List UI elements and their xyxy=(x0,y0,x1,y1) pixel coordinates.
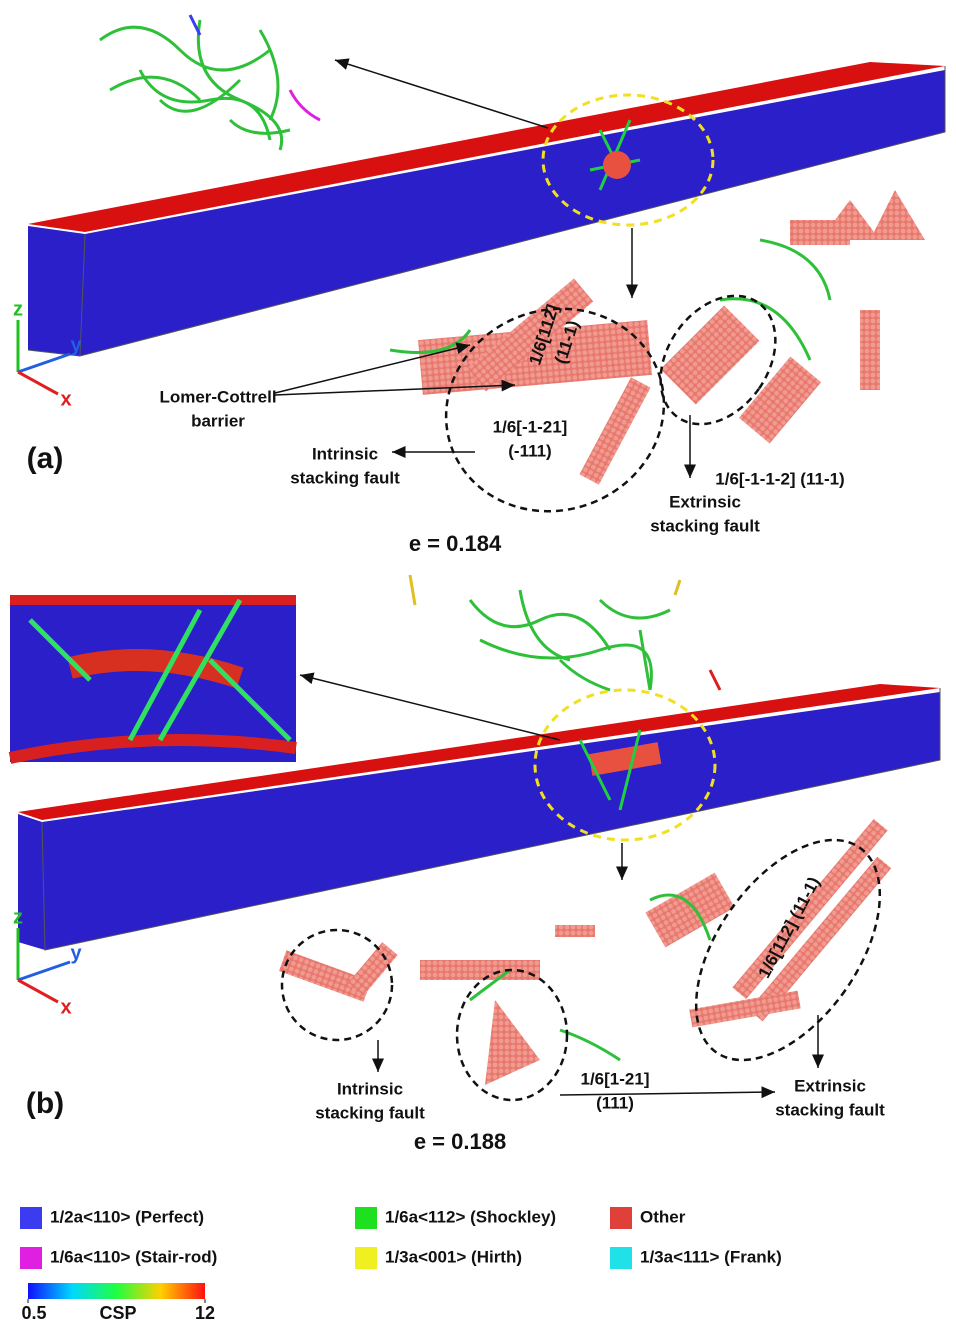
annotation-line: stacking fault xyxy=(650,516,760,535)
axis-arrow xyxy=(18,962,70,980)
colorbar xyxy=(28,1283,205,1299)
axis-label: z xyxy=(13,298,23,320)
annotation-line: (111) xyxy=(596,1093,634,1112)
annotation: 1/6[-1-21] (-111) xyxy=(493,417,568,460)
annotation-line: 1/6[1-21] xyxy=(581,1069,650,1088)
colorbar-label: CSP xyxy=(99,1303,136,1323)
legend-label: 1/6a<112> (Shockley) xyxy=(385,1207,556,1226)
legend-swatch xyxy=(20,1247,42,1269)
annotation: Extrinsic stacking fault xyxy=(650,492,760,535)
legend-label: 1/2a<110> (Perfect) xyxy=(50,1207,204,1226)
panel-label: (a) xyxy=(27,442,64,475)
annotation-line: 1/6[-1-1-2] (11-1) xyxy=(715,469,844,488)
annotation: Extrinsic stacking fault xyxy=(775,1076,885,1119)
axis-label: z xyxy=(13,906,23,928)
annotation-line: barrier xyxy=(191,411,245,430)
annotation-line: stacking fault xyxy=(315,1103,425,1122)
legend-swatch xyxy=(20,1207,42,1229)
legend-swatch xyxy=(355,1207,377,1229)
legend-swatch xyxy=(610,1247,632,1269)
axis-arrow xyxy=(18,980,58,1002)
colorbar-min: 0.5 xyxy=(21,1303,46,1323)
legend-label: Other xyxy=(640,1207,686,1226)
strain-label: e = 0.188 xyxy=(414,1129,506,1154)
legend-label: 1/3a<001> (Hirth) xyxy=(385,1247,522,1266)
legend-label: 1/3a<111> (Frank) xyxy=(640,1247,782,1266)
annotation-line: (-111) xyxy=(508,441,551,460)
annotation-line: Extrinsic xyxy=(669,492,741,511)
figure: (a) e = 0.184 z y x Lomer-Cottrell barrier 1/6[… xyxy=(0,0,956,1325)
colorbar-max: 12 xyxy=(195,1303,215,1323)
axis-arrow xyxy=(18,354,70,372)
legend-label: 1/6a<110> (Stair-rod) xyxy=(50,1247,217,1266)
panel-label: (b) xyxy=(26,1087,64,1120)
annotation: Intrinsic stacking fault xyxy=(315,1079,425,1122)
annotation-line: Extrinsic xyxy=(794,1076,866,1095)
annotation: Lomer-Cottrell barrier xyxy=(159,387,276,430)
inset-b xyxy=(10,596,296,762)
axis-arrow xyxy=(18,372,58,394)
annotation-line: stacking fault xyxy=(290,468,400,487)
dislocation-network-b xyxy=(410,575,720,690)
axis-label: x xyxy=(60,996,71,1018)
annotation: 1/6[1-21] (111) xyxy=(581,1069,650,1112)
axis-label: y xyxy=(70,942,82,964)
strain-label: e = 0.184 xyxy=(409,531,502,556)
annotation: 1/6[-1-1-2] (11-1) xyxy=(715,469,844,488)
annotation-line: 1/6[-1-21] xyxy=(493,417,568,436)
annotation-line: stacking fault xyxy=(775,1100,885,1119)
annotation: Intrinsic stacking fault xyxy=(290,444,400,487)
legend-swatch xyxy=(355,1247,377,1269)
legend-swatch xyxy=(610,1207,632,1229)
annotation-line: Intrinsic xyxy=(312,444,378,463)
annotation-line: Lomer-Cottrell xyxy=(159,387,276,406)
axis-label: y xyxy=(70,334,82,356)
dislocation-network-a xyxy=(100,15,320,150)
annotation-line: Intrinsic xyxy=(337,1079,403,1098)
axis-label: x xyxy=(60,388,71,410)
